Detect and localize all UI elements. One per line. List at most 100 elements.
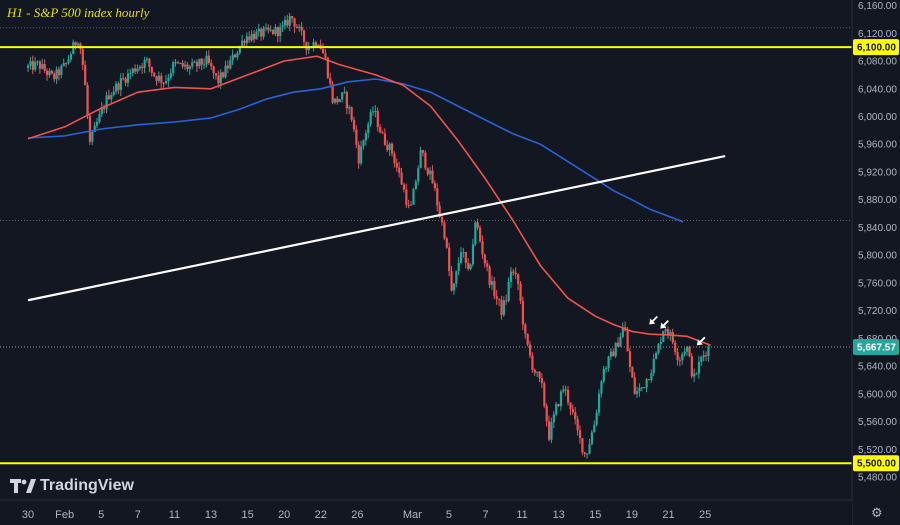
candle — [462, 247, 465, 258]
candle — [364, 130, 368, 146]
candle-body — [243, 40, 246, 44]
candle — [545, 403, 548, 427]
candle-body — [471, 244, 475, 265]
candle — [612, 348, 615, 357]
candle-body — [143, 59, 146, 68]
candle — [471, 238, 475, 267]
candle — [167, 74, 170, 88]
candle — [528, 340, 532, 359]
candle — [376, 107, 379, 132]
candle — [676, 348, 679, 366]
x-tick-label: Feb — [55, 509, 74, 521]
candle-body — [155, 76, 158, 81]
candle — [255, 28, 258, 40]
candle — [538, 371, 541, 383]
candle — [524, 322, 527, 339]
candle-body — [410, 204, 413, 206]
candle-body — [345, 91, 348, 109]
candle-body — [338, 99, 341, 103]
candle-body — [390, 143, 394, 154]
candle-body — [331, 83, 334, 103]
candle — [312, 38, 315, 52]
x-tick-label: 30 — [22, 509, 34, 521]
candle — [62, 58, 65, 67]
candle — [248, 31, 251, 43]
candle — [352, 116, 356, 133]
candle-body — [224, 65, 227, 78]
tradingview-logo[interactable]: TradingView — [10, 477, 134, 495]
candle-body — [226, 65, 230, 69]
candle — [657, 343, 660, 355]
candle — [262, 25, 265, 40]
candle-body — [138, 66, 142, 69]
time-axis-background — [0, 500, 852, 525]
candle — [490, 275, 494, 290]
gear-icon[interactable]: ⚙ — [871, 505, 883, 520]
candle — [678, 356, 682, 367]
trend-line[interactable] — [27, 154, 726, 302]
candle — [231, 49, 234, 65]
candle-body — [481, 241, 484, 255]
candle-body — [509, 271, 513, 283]
candle-body — [688, 347, 691, 357]
candle — [348, 104, 351, 115]
candle-body — [383, 133, 387, 145]
candle-body — [272, 29, 275, 35]
candle — [203, 58, 206, 70]
candle — [95, 117, 99, 129]
candle-body — [612, 351, 615, 357]
candle — [274, 24, 277, 37]
candle-body — [621, 327, 624, 337]
candle — [122, 72, 125, 81]
candle — [498, 298, 501, 306]
candle-body — [707, 346, 710, 356]
candle — [86, 82, 89, 120]
candle-body — [360, 146, 363, 164]
candle — [697, 355, 701, 379]
candle — [519, 281, 522, 304]
candle-body — [683, 351, 686, 355]
candle-body — [241, 40, 244, 47]
candle-body — [217, 75, 220, 84]
candle — [257, 23, 260, 37]
candle — [379, 124, 382, 134]
candle — [38, 60, 42, 74]
candle-body — [557, 404, 560, 407]
candle-body — [583, 452, 586, 454]
candle-body — [317, 44, 320, 47]
candle — [650, 369, 653, 383]
candle — [117, 81, 120, 95]
candle — [279, 23, 282, 43]
candle-body — [305, 41, 308, 50]
candle — [260, 27, 263, 41]
candle — [338, 98, 341, 103]
candle-body — [167, 77, 170, 81]
candle-body — [222, 72, 225, 78]
candle — [115, 81, 118, 95]
candle-body — [95, 121, 99, 126]
x-tick-label: 13 — [205, 509, 217, 521]
candle-body — [343, 91, 346, 93]
candle — [324, 49, 327, 61]
candle — [179, 62, 182, 65]
candle-body — [288, 16, 291, 26]
grid-layer — [0, 27, 852, 348]
candle-body — [369, 112, 372, 125]
candle — [567, 386, 570, 406]
candle — [98, 109, 101, 124]
candle-body — [419, 150, 422, 169]
candle-body — [153, 72, 156, 77]
candle-body — [145, 58, 149, 60]
candle-body — [81, 49, 84, 65]
candle — [198, 58, 201, 69]
candle-body — [462, 252, 465, 254]
down-left-arrow-icon — [696, 336, 706, 346]
candle-body — [283, 19, 287, 26]
candle — [288, 12, 291, 32]
candle-body — [676, 352, 679, 361]
x-tick-label: 11 — [169, 509, 180, 521]
y-tick-label: 5,640.00 — [858, 362, 897, 373]
candle — [267, 24, 270, 34]
candle — [148, 57, 151, 73]
